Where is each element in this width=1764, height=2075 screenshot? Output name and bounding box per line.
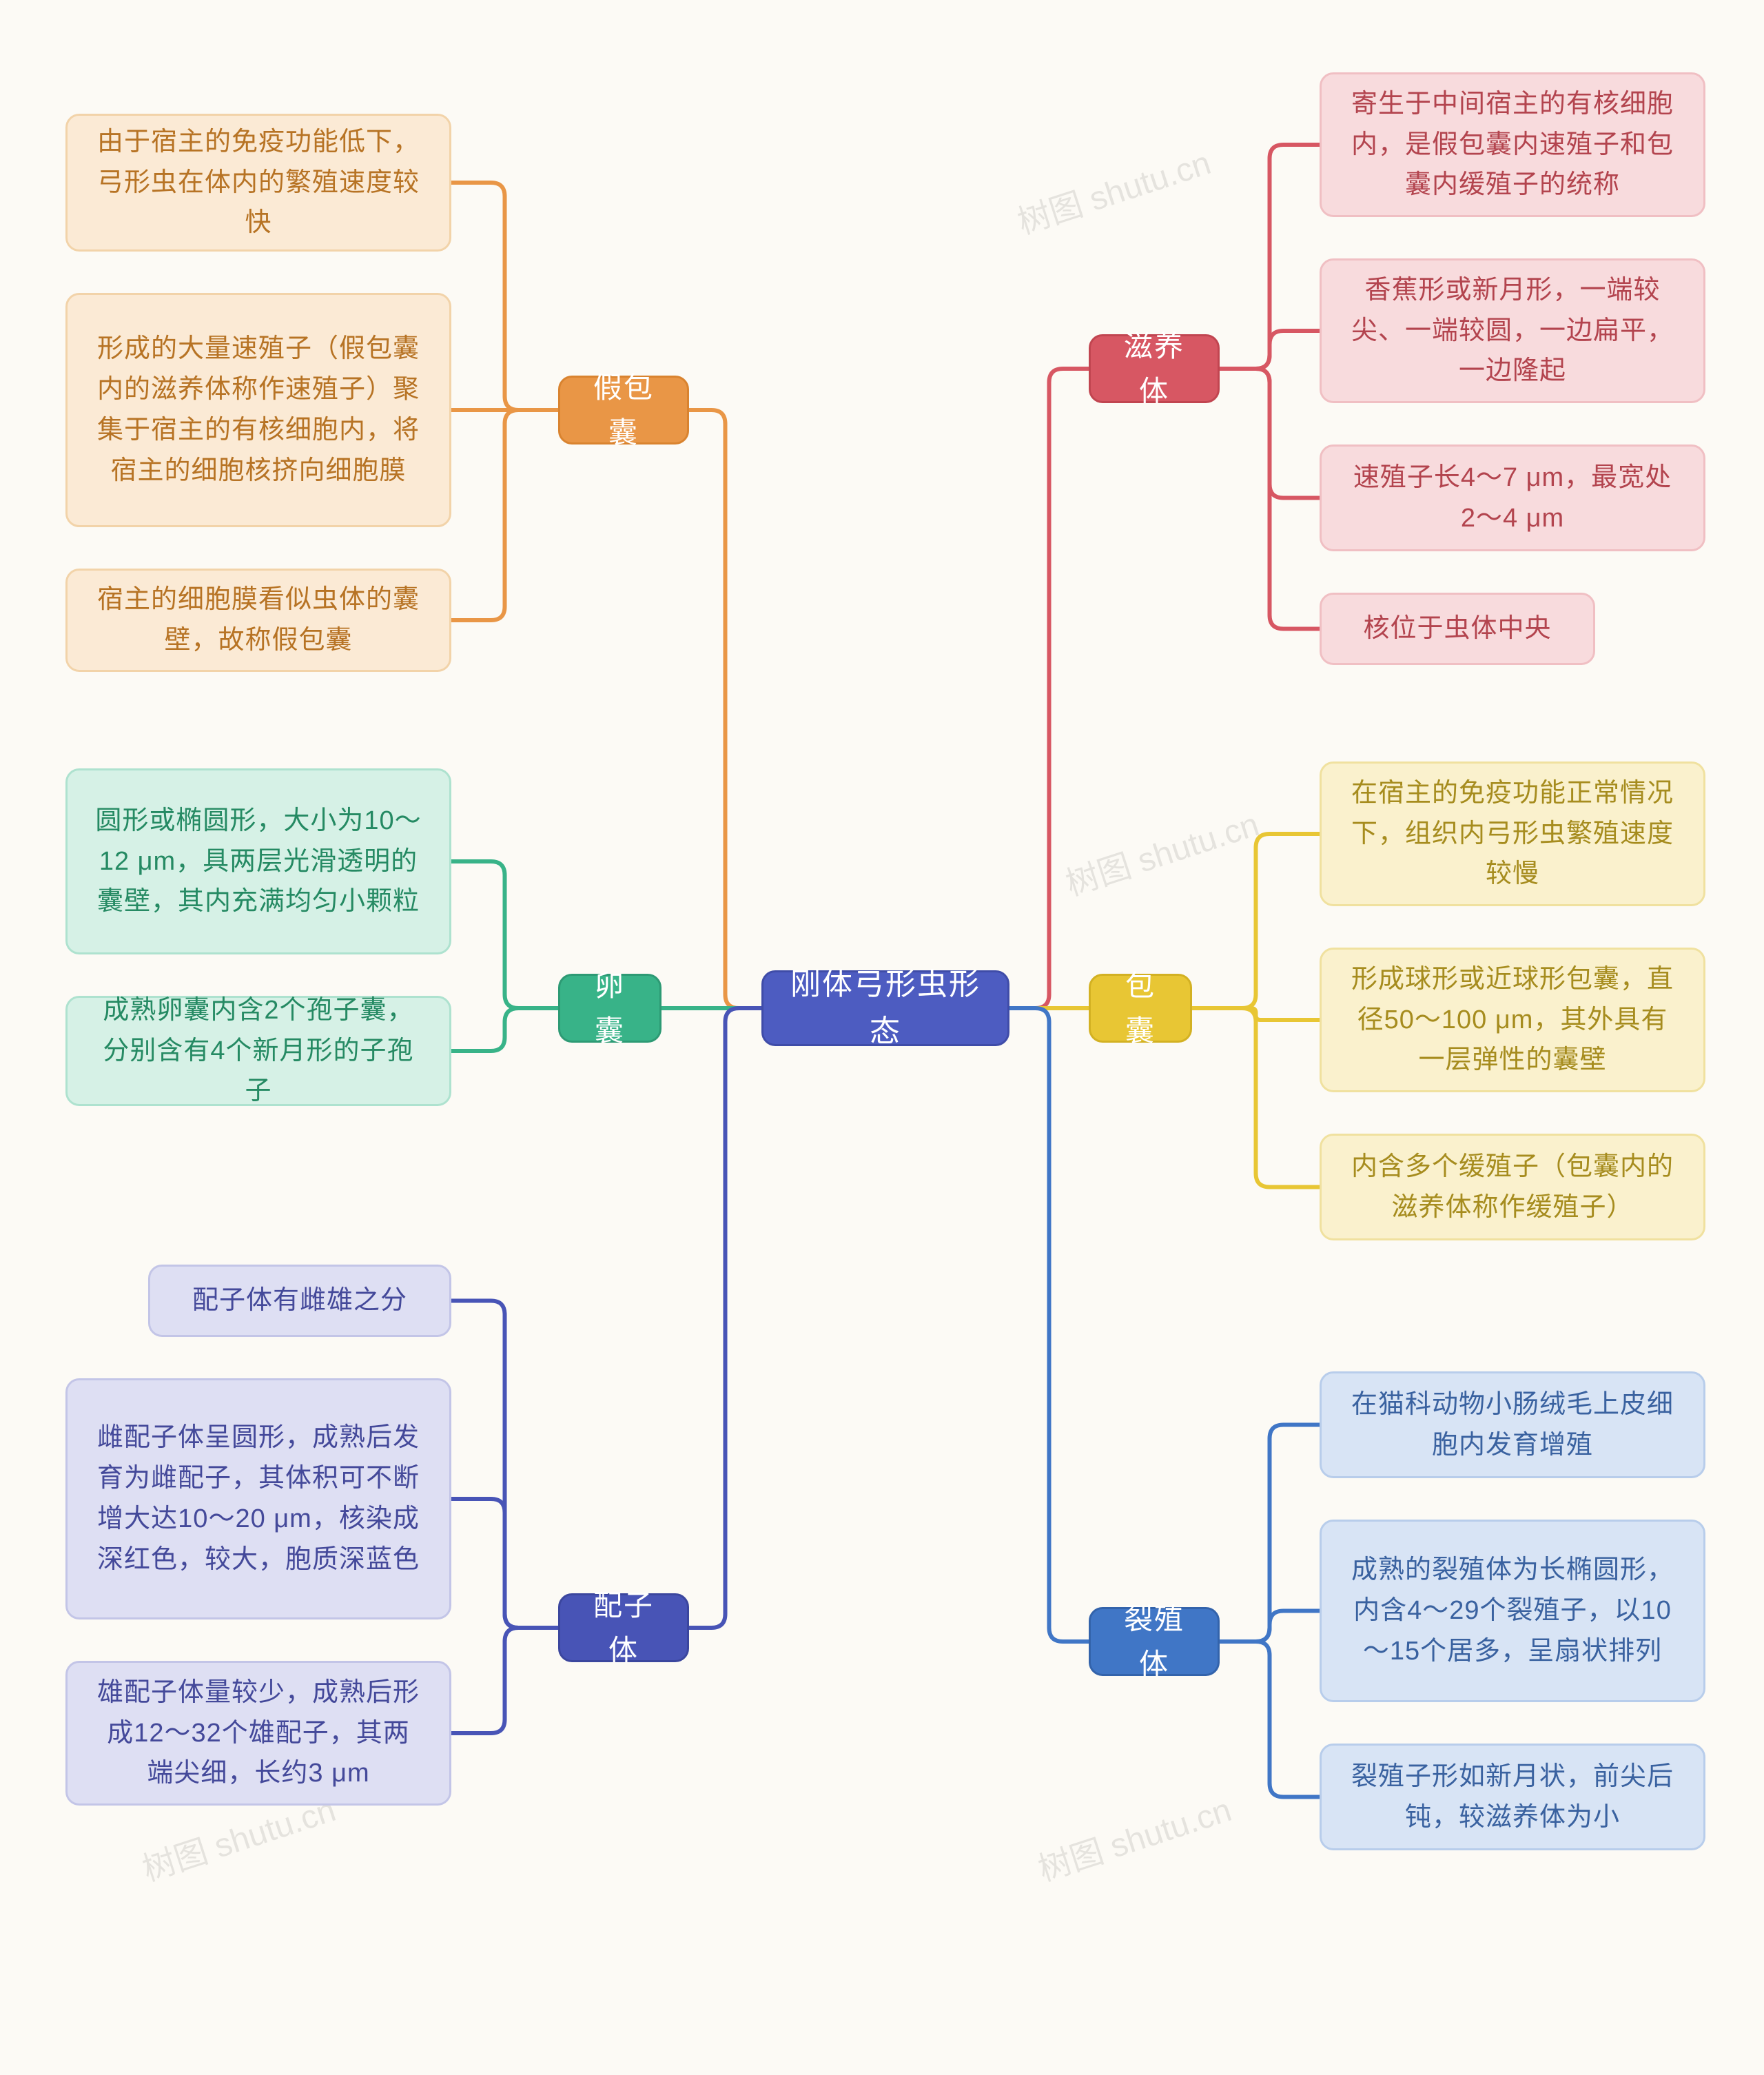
category-label: 裂殖体 [1114, 1597, 1194, 1686]
leaf-text: 内含多个缓殖子（包囊内的滋养体称作缓殖子） [1348, 1147, 1677, 1228]
category-schizont[interactable]: 裂殖体 [1089, 1607, 1220, 1676]
category-oocyst[interactable]: 卵囊 [558, 974, 662, 1043]
watermark: 树图 shutu.cn [1010, 136, 1216, 243]
leaf-text: 宿主的细胞膜看似虫体的囊壁，故称假包囊 [94, 580, 423, 661]
category-gametocyte[interactable]: 配子体 [558, 1593, 689, 1662]
leaf-cyst[interactable]: 形成球形或近球形包囊，直径50～100 μm，其外具有一层弹性的囊壁 [1320, 948, 1705, 1092]
category-label: 假包囊 [584, 365, 664, 455]
root-label: 刚体弓形虫形态 [788, 961, 983, 1055]
leaf-trophozoite[interactable]: 寄生于中间宿主的有核细胞内，是假包囊内速殖子和包囊内缓殖子的统称 [1320, 72, 1705, 217]
leaf-text: 在宿主的免疫功能正常情况下，组织内弓形虫繁殖速度较慢 [1348, 773, 1677, 895]
category-pseudo-cyst[interactable]: 假包囊 [558, 376, 689, 444]
leaf-text: 在猫科动物小肠绒毛上皮细胞内发育增殖 [1348, 1384, 1677, 1466]
leaf-text: 速殖子长4～7 μm，最宽处2～4 μm [1348, 458, 1677, 539]
watermark: 树图 shutu.cn [1031, 1783, 1236, 1890]
leaf-text: 成熟的裂殖体为长椭圆形，内含4～29个裂殖子，以10～15个居多，呈扇状排列 [1348, 1550, 1677, 1672]
root-node[interactable]: 刚体弓形虫形态 [761, 970, 1009, 1046]
leaf-text: 雌配子体呈圆形，成熟后发育为雌配子，其体积可不断增大达10～20 μm，核染成深… [94, 1418, 423, 1580]
category-label: 卵囊 [584, 963, 636, 1053]
leaf-text: 雄配子体量较少，成熟后形成12～32个雄配子，其两端尖细，长约3 μm [94, 1673, 423, 1795]
leaf-schizont[interactable]: 裂殖子形如新月状，前尖后钝，较滋养体为小 [1320, 1744, 1705, 1850]
leaf-gametocyte[interactable]: 雌配子体呈圆形，成熟后发育为雌配子，其体积可不断增大达10～20 μm，核染成深… [65, 1378, 451, 1619]
category-label: 滋养体 [1114, 324, 1194, 413]
leaf-cyst[interactable]: 内含多个缓殖子（包囊内的滋养体称作缓殖子） [1320, 1134, 1705, 1240]
leaf-schizont[interactable]: 在猫科动物小肠绒毛上皮细胞内发育增殖 [1320, 1371, 1705, 1478]
category-trophozoite[interactable]: 滋养体 [1089, 334, 1220, 403]
category-cyst[interactable]: 包囊 [1089, 974, 1192, 1043]
leaf-trophozoite[interactable]: 香蕉形或新月形，一端较尖、一端较圆，一边扁平，一边隆起 [1320, 258, 1705, 403]
category-label: 包囊 [1114, 963, 1167, 1053]
leaf-gametocyte[interactable]: 雄配子体量较少，成熟后形成12～32个雄配子，其两端尖细，长约3 μm [65, 1661, 451, 1806]
leaf-oocyst[interactable]: 圆形或椭圆形，大小为10～12 μm，具两层光滑透明的囊壁，其内充满均匀小颗粒 [65, 768, 451, 954]
leaf-text: 香蕉形或新月形，一端较尖、一端较圆，一边扁平，一边隆起 [1348, 270, 1677, 392]
leaf-text: 由于宿主的免疫功能低下，弓形虫在体内的繁殖速度较快 [94, 122, 423, 244]
leaf-text: 配子体有雌雄之分 [192, 1280, 407, 1321]
leaf-oocyst[interactable]: 成熟卵囊内含2个孢子囊，分别含有4个新月形的子孢子 [65, 996, 451, 1106]
leaf-text: 核位于虫体中央 [1363, 609, 1551, 649]
leaf-pseudo-cyst[interactable]: 由于宿主的免疫功能低下，弓形虫在体内的繁殖速度较快 [65, 114, 451, 252]
leaf-trophozoite[interactable]: 速殖子长4～7 μm，最宽处2～4 μm [1320, 444, 1705, 551]
leaf-cyst[interactable]: 在宿主的免疫功能正常情况下，组织内弓形虫繁殖速度较慢 [1320, 761, 1705, 906]
leaf-text: 形成的大量速殖子（假包囊内的滋养体称作速殖子）聚集于宿主的有核细胞内，将宿主的细… [94, 329, 423, 491]
leaf-schizont[interactable]: 成熟的裂殖体为长椭圆形，内含4～29个裂殖子，以10～15个居多，呈扇状排列 [1320, 1520, 1705, 1702]
leaf-text: 成熟卵囊内含2个孢子囊，分别含有4个新月形的子孢子 [94, 990, 423, 1112]
leaf-trophozoite[interactable]: 核位于虫体中央 [1320, 593, 1595, 665]
leaf-text: 寄生于中间宿主的有核细胞内，是假包囊内速殖子和包囊内缓殖子的统称 [1348, 84, 1677, 206]
category-label: 配子体 [584, 1583, 664, 1673]
leaf-gametocyte[interactable]: 配子体有雌雄之分 [148, 1265, 451, 1337]
leaf-pseudo-cyst[interactable]: 形成的大量速殖子（假包囊内的滋养体称作速殖子）聚集于宿主的有核细胞内，将宿主的细… [65, 293, 451, 527]
watermark: 树图 shutu.cn [1058, 797, 1264, 905]
leaf-pseudo-cyst[interactable]: 宿主的细胞膜看似虫体的囊壁，故称假包囊 [65, 569, 451, 672]
leaf-text: 圆形或椭圆形，大小为10～12 μm，具两层光滑透明的囊壁，其内充满均匀小颗粒 [94, 801, 423, 923]
leaf-text: 形成球形或近球形包囊，直径50～100 μm，其外具有一层弹性的囊壁 [1348, 959, 1677, 1081]
leaf-text: 裂殖子形如新月状，前尖后钝，较滋养体为小 [1348, 1757, 1677, 1838]
